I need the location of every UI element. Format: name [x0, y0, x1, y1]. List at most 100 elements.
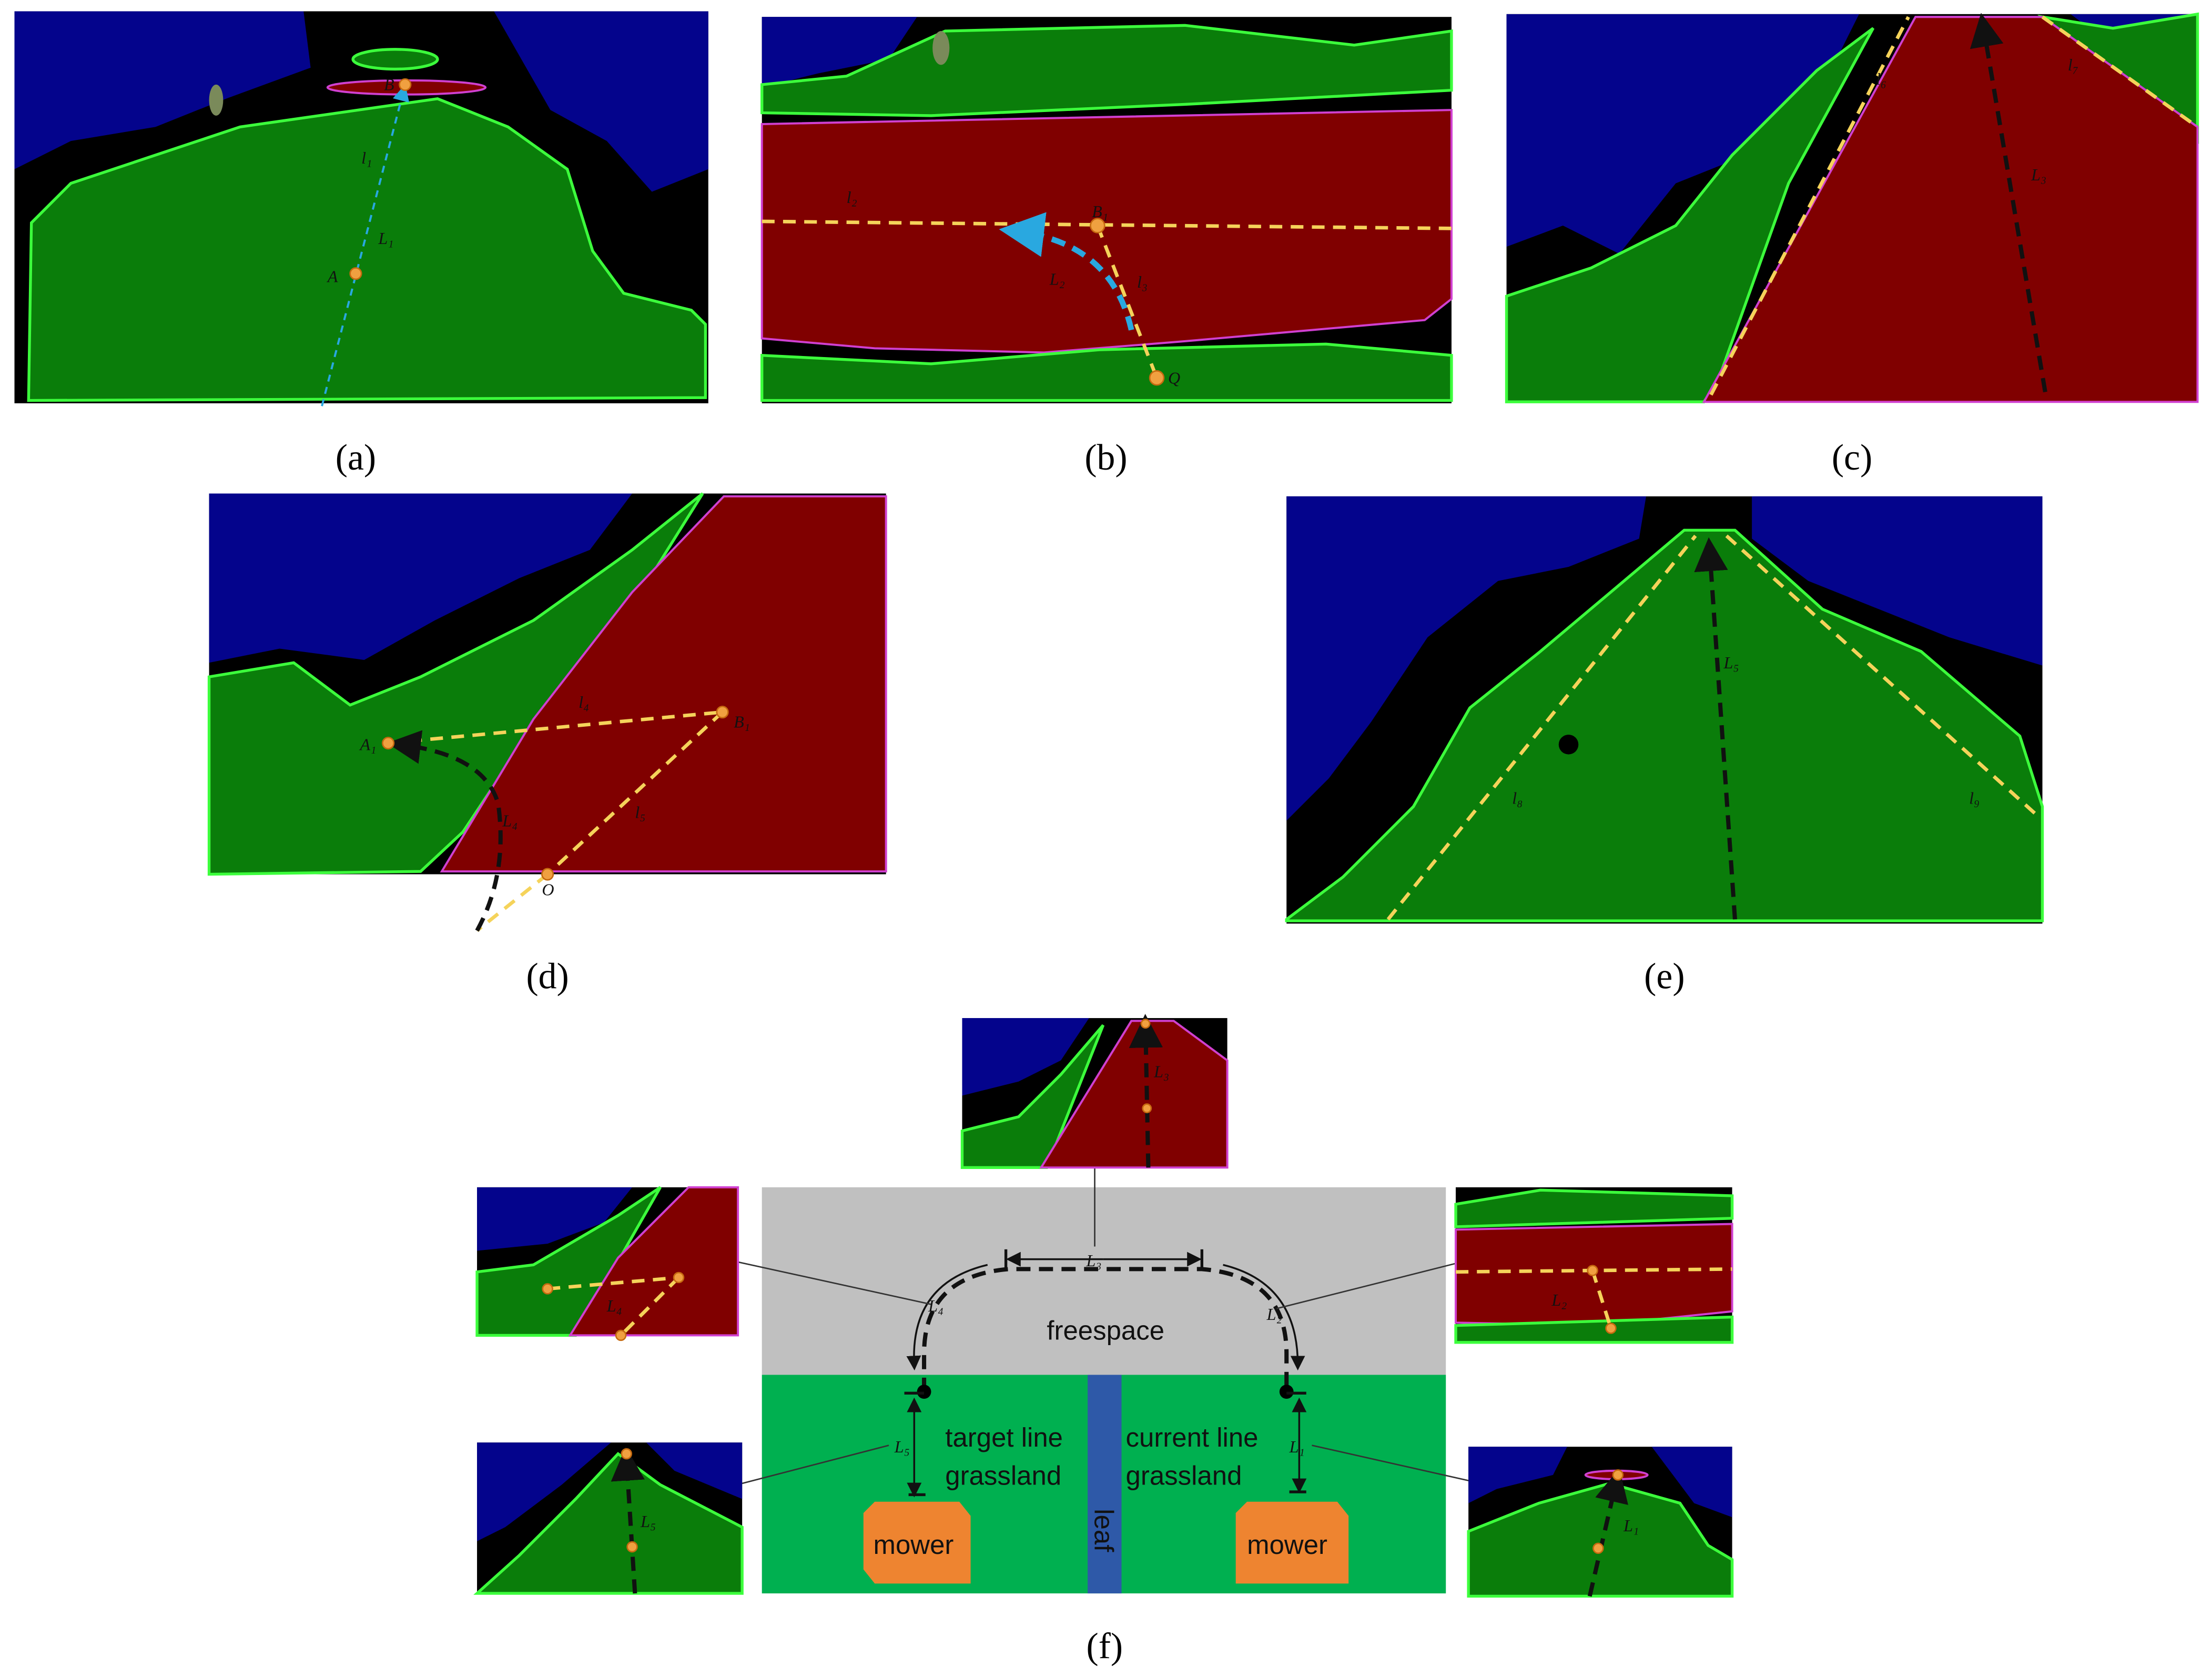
label: O	[542, 880, 554, 899]
label: l₆	[1876, 69, 1886, 88]
shape	[207, 492, 704, 876]
panel-a: B l₁ L₁ A	[14, 11, 708, 406]
shape	[922, 1267, 1289, 1392]
label: L₃	[2031, 165, 2046, 184]
label: grassland	[1126, 1461, 1242, 1491]
shape	[1312, 1445, 1469, 1481]
diagram: L₃ L₄ L₂ L₅ L₁ freespace target line gra…	[737, 1167, 1469, 1594]
label: grassland	[945, 1461, 1061, 1491]
shape	[1590, 1270, 1613, 1329]
label: l₁	[361, 148, 372, 167]
shape	[209, 493, 633, 663]
shape	[1223, 1264, 1305, 1371]
shape	[737, 1167, 1469, 1484]
label: B₁	[734, 713, 750, 731]
shape	[1095, 225, 1159, 379]
shape	[475, 872, 549, 932]
shape	[762, 1187, 1446, 1375]
grass	[27, 97, 707, 402]
label: L₃	[1085, 1251, 1101, 1270]
shape	[1506, 14, 1859, 254]
label: current line	[1126, 1422, 1259, 1452]
shape	[615, 1329, 627, 1341]
label: L₄	[606, 1296, 622, 1315]
label: L₄	[928, 1296, 943, 1315]
label: L₅	[640, 1512, 656, 1531]
grass	[351, 48, 439, 71]
shape	[477, 1187, 633, 1251]
shape	[1454, 1188, 1734, 1228]
shape	[1587, 1468, 1628, 1597]
shape	[382, 737, 395, 750]
caption: (d)	[526, 957, 569, 997]
line	[321, 84, 410, 406]
label: l₂	[847, 188, 857, 207]
label: l₇	[2068, 55, 2078, 74]
shape	[1694, 537, 1737, 920]
shape	[541, 868, 554, 881]
shape	[477, 1442, 611, 1541]
shape	[2041, 15, 2199, 129]
shape	[1752, 496, 2043, 666]
point	[399, 78, 412, 91]
label: L₅	[1723, 653, 1739, 672]
caption: (f)	[1086, 1626, 1123, 1666]
thumbnail: L₄	[475, 1186, 739, 1341]
shape	[904, 1249, 1306, 1497]
shape	[760, 342, 1453, 402]
label: L₁	[1623, 1516, 1639, 1535]
shape	[1725, 534, 2038, 817]
shape	[1235, 1501, 1349, 1584]
shape	[542, 1283, 553, 1295]
caption: (c)	[1832, 438, 1872, 478]
shape	[387, 730, 503, 932]
shape	[1605, 1323, 1617, 1334]
object	[209, 84, 224, 116]
label: l₄	[579, 693, 589, 711]
shape	[917, 1385, 931, 1399]
label: l₈	[1512, 788, 1523, 807]
shape	[1467, 1482, 1734, 1598]
shape	[1386, 534, 1697, 921]
shape	[716, 706, 729, 719]
label: l₉	[1969, 788, 1980, 807]
label: mower	[1247, 1530, 1327, 1560]
shape	[760, 109, 1453, 354]
label: L₂	[1551, 1290, 1567, 1309]
shape	[1592, 1542, 1604, 1554]
thumbnail: L₁	[1467, 1447, 1734, 1598]
sky	[494, 11, 708, 192]
thumbnail: L₅	[473, 1442, 744, 1595]
shape	[568, 1186, 739, 1337]
shape	[1651, 1447, 1732, 1518]
shape	[863, 1501, 971, 1584]
panel-e: L₅ l₈ l₉	[1285, 496, 2044, 924]
shape	[1090, 218, 1105, 233]
label: L₂	[1266, 1305, 1282, 1324]
label: Q	[1168, 368, 1180, 387]
shape	[932, 30, 950, 65]
panel-b: l₂ B₁ L₂ l₃ Q	[760, 17, 1453, 403]
label: L₁	[1289, 1437, 1305, 1456]
shape	[1142, 1103, 1152, 1114]
shape	[1558, 735, 1579, 755]
label: mower	[874, 1530, 954, 1560]
label: L₅	[894, 1437, 910, 1456]
caption: (b)	[1084, 438, 1127, 478]
panel-d: A₁ l₄ B₁ L₄ l₅ O	[207, 492, 887, 932]
sky	[14, 11, 311, 169]
thumbnail: L₃	[960, 1014, 1229, 1169]
shape	[999, 212, 1134, 331]
shape	[1970, 13, 2047, 393]
shape	[547, 1276, 679, 1291]
caption: (e)	[1644, 957, 1685, 997]
label: A₁	[359, 735, 376, 754]
shape	[388, 710, 723, 745]
shape	[1454, 1315, 1734, 1344]
label: B₁	[1092, 202, 1108, 221]
label: L₃	[1153, 1062, 1169, 1081]
label: A	[327, 267, 338, 286]
shape	[1039, 1020, 1229, 1169]
label: l₅	[635, 802, 645, 821]
shape	[546, 710, 724, 876]
